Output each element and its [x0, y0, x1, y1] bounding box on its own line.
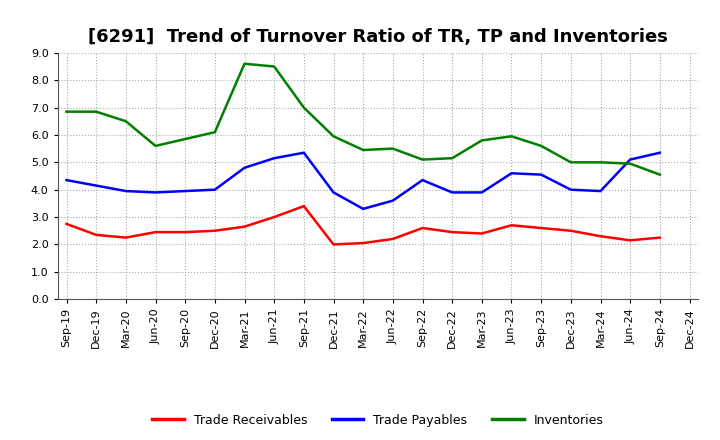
Line: Trade Payables: Trade Payables — [66, 153, 660, 209]
Trade Receivables — [62, 221, 71, 227]
Inventories — [300, 105, 308, 110]
Trade Receivables — [181, 230, 189, 235]
Trade Receivables — [300, 203, 308, 209]
Trade Payables — [122, 188, 130, 194]
Trade Receivables — [596, 234, 605, 239]
Legend: Trade Receivables, Trade Payables, Inventories: Trade Receivables, Trade Payables, Inven… — [148, 409, 608, 432]
Trade Payables — [62, 177, 71, 183]
Line: Inventories: Inventories — [66, 64, 660, 175]
Trade Receivables — [477, 231, 486, 236]
Trade Receivables — [122, 235, 130, 240]
Inventories — [477, 138, 486, 143]
Trade Receivables — [270, 214, 279, 220]
Trade Receivables — [507, 223, 516, 228]
Inventories — [181, 136, 189, 142]
Inventories — [655, 172, 664, 177]
Trade Receivables — [626, 238, 634, 243]
Inventories — [537, 143, 546, 149]
Trade Payables — [596, 188, 605, 194]
Inventories — [507, 134, 516, 139]
Inventories — [270, 64, 279, 69]
Inventories — [122, 119, 130, 124]
Trade Receivables — [448, 230, 456, 235]
Trade Receivables — [240, 224, 249, 229]
Trade Receivables — [537, 225, 546, 231]
Trade Payables — [240, 165, 249, 170]
Inventories — [596, 160, 605, 165]
Inventories — [626, 161, 634, 166]
Trade Payables — [181, 188, 189, 194]
Trade Payables — [359, 206, 367, 212]
Trade Payables — [329, 190, 338, 195]
Inventories — [329, 134, 338, 139]
Inventories — [62, 109, 71, 114]
Trade Payables — [507, 171, 516, 176]
Inventories — [151, 143, 160, 149]
Inventories — [567, 160, 575, 165]
Line: Trade Receivables: Trade Receivables — [66, 206, 660, 245]
Trade Payables — [270, 156, 279, 161]
Trade Receivables — [359, 240, 367, 246]
Inventories — [240, 61, 249, 66]
Trade Receivables — [389, 236, 397, 242]
Trade Receivables — [567, 228, 575, 233]
Trade Receivables — [329, 242, 338, 247]
Inventories — [92, 109, 101, 114]
Trade Receivables — [418, 225, 427, 231]
Trade Receivables — [151, 230, 160, 235]
Inventories — [389, 146, 397, 151]
Trade Receivables — [210, 228, 219, 233]
Inventories — [448, 156, 456, 161]
Trade Payables — [300, 150, 308, 155]
Trade Payables — [537, 172, 546, 177]
Trade Payables — [477, 190, 486, 195]
Trade Payables — [418, 177, 427, 183]
Title: [6291]  Trend of Turnover Ratio of TR, TP and Inventories: [6291] Trend of Turnover Ratio of TR, TP… — [88, 28, 668, 46]
Trade Payables — [626, 157, 634, 162]
Trade Payables — [151, 190, 160, 195]
Inventories — [418, 157, 427, 162]
Trade Receivables — [655, 235, 664, 240]
Trade Payables — [567, 187, 575, 192]
Trade Payables — [448, 190, 456, 195]
Trade Payables — [655, 150, 664, 155]
Trade Payables — [92, 183, 101, 188]
Trade Payables — [389, 198, 397, 203]
Inventories — [210, 129, 219, 135]
Trade Payables — [210, 187, 219, 192]
Trade Receivables — [92, 232, 101, 238]
Inventories — [359, 147, 367, 153]
